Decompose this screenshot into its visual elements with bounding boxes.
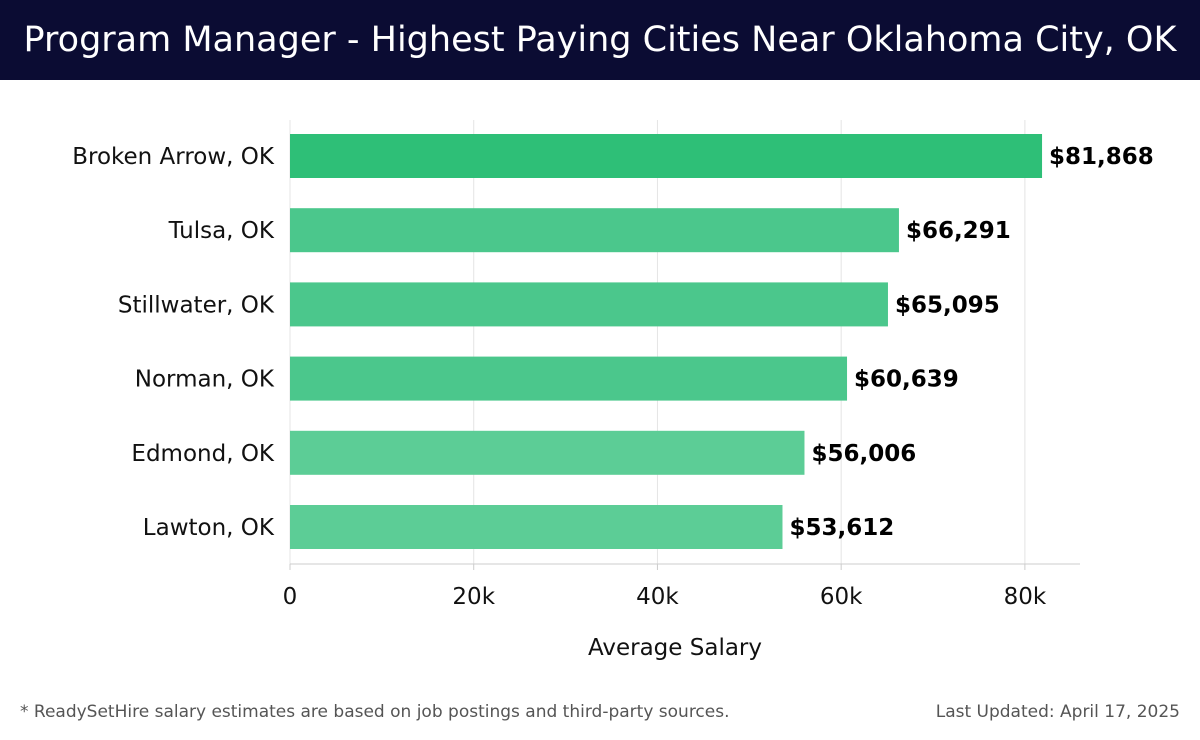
value-label: $81,868 <box>1049 144 1154 170</box>
bar <box>290 134 1043 178</box>
category-label: Norman, OK <box>135 367 275 393</box>
bar <box>290 505 783 549</box>
value-label: $53,612 <box>789 515 894 541</box>
x-tick-label: 20k <box>452 584 495 610</box>
chart-title: Program Manager - Highest Paying Cities … <box>23 20 1177 60</box>
grid-lines <box>289 120 1026 564</box>
value-label: $56,006 <box>811 441 916 467</box>
x-tick-label: 0 <box>283 584 298 610</box>
bars <box>290 134 1043 549</box>
category-label: Stillwater, OK <box>118 292 275 318</box>
category-label: Edmond, OK <box>131 441 275 467</box>
bar <box>290 430 805 475</box>
salary-bar-chart: Broken Arrow, OK Tulsa, OK Stillwater, OK N… <box>72 120 1154 661</box>
bar <box>290 282 888 327</box>
x-axis-title: Average Salary <box>588 635 762 661</box>
x-tick-label: 40k <box>636 584 679 610</box>
value-label: $60,639 <box>854 367 959 393</box>
bar <box>290 356 848 401</box>
chart-header: Program Manager - Highest Paying Cities … <box>0 0 1200 80</box>
category-label: Lawton, OK <box>143 515 275 541</box>
bar <box>290 208 899 253</box>
value-label: $66,291 <box>906 218 1011 244</box>
x-tick-label: 80k <box>1004 584 1047 610</box>
value-labels: $81,868 $66,291 $65,095 $60,639 $56,006 $53,6… <box>789 144 1153 541</box>
value-label: $65,095 <box>895 292 1000 318</box>
category-labels: Broken Arrow, OK Tulsa, OK Stillwater, OK N… <box>72 144 275 541</box>
x-tick-label: 60k <box>820 584 863 610</box>
category-label: Broken Arrow, OK <box>72 144 275 170</box>
x-axis: 0 20k 40k 60k 80k <box>283 563 1080 610</box>
category-label: Tulsa, OK <box>168 218 275 244</box>
footer-disclaimer: * ReadySetHire salary estimates are base… <box>20 702 730 722</box>
footer-last-updated: Last Updated: April 17, 2025 <box>935 702 1180 722</box>
